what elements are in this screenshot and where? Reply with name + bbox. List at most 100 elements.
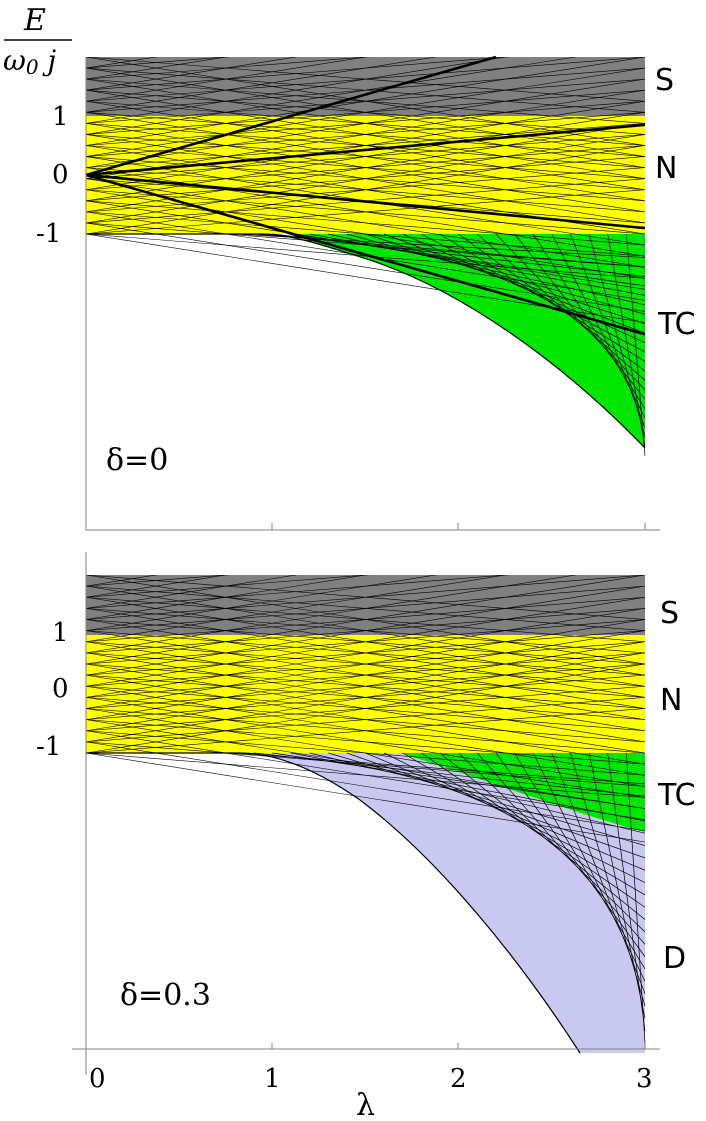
bottom-region-n [86,635,645,753]
bottom-label-d: D [663,941,686,976]
bottom-level-line [86,585,646,676]
top-level-line [86,57,88,58]
top-ground-state-curve [86,233,646,449]
top-level-line [626,233,646,456]
bottom-level-line [458,752,646,933]
bottom-level-line [421,752,646,908]
bottom-level-line [439,752,646,920]
bottom-level-line [272,752,646,809]
bottom-level-line [328,752,646,846]
top-label-n: N [655,151,677,186]
bottom-annotation-delta: δ=0.3 [120,978,211,1013]
bottom-level-line [86,674,646,765]
top-level-line [86,123,646,213]
bottom-ground-state-curve [86,752,581,1054]
bottom-level-line [86,663,646,754]
top-level-line [86,67,646,113]
top-y-axis-label: E ω0 j [3,3,72,79]
top-region-tc [288,234,645,448]
xtick-3: 3 [636,1064,653,1094]
top-level-line [439,233,646,362]
top-label-tc: TC [657,307,696,342]
top-annotation-delta: δ=0 [106,443,168,478]
bottom-region-s [86,575,645,636]
bottom-level-line [86,641,646,732]
bottom-label-tc: TC [657,778,696,813]
top-level-line [86,78,646,168]
bottom-region-labels: S N TC D [657,596,696,976]
top-level-line [421,233,646,353]
top-ytick-1: 1 [52,102,69,132]
bottom-level-line [86,575,90,576]
x-axis-label: λ [356,1088,375,1121]
top-level-line [86,100,646,191]
bottom-level-line [365,752,646,871]
top-level-line [86,57,230,69]
top-highlighted-line-0 [85,55,497,177]
bottom-region-tc [400,753,645,832]
top-label-s: S [655,63,674,98]
top-y-tick-labels: 1 0 -1 [36,102,69,249]
bottom-level-line [86,575,230,587]
top-level-line [365,233,646,325]
bottom-label-n: N [660,683,682,718]
bottom-panel: 1 0 -1 0 1 2 3 λ S N TC D δ=0.3 [36,552,696,1121]
top-level-line [86,211,646,301]
top-level-line [458,233,646,372]
top-level-line [86,89,646,179]
top-level-line [86,57,90,58]
top-level-line [607,233,646,447]
y-label-numerator: E [23,3,46,38]
bottom-level-line [588,752,646,1019]
top-level-line [328,233,646,306]
bottom-level-line [86,585,646,631]
bottom-level-line [309,752,646,834]
bottom-level-line [607,752,646,1031]
bottom-level-line [86,652,646,743]
bottom-y-tick-labels: 1 0 -1 [36,618,69,762]
bottom-level-line [86,575,158,587]
top-level-line [86,57,646,146]
top-x-ticks [271,523,646,530]
bottom-level-line [290,752,646,822]
top-level-line [570,233,646,428]
bottom-level-line [86,619,646,709]
top-ytick-m1: -1 [36,219,61,249]
x-tick-labels: 0 1 2 3 [89,1064,653,1094]
y-label-denominator: ω0 j [3,44,56,79]
bottom-level-line [86,697,646,787]
bottom-level-line [86,685,646,776]
bottom-ytick-m1: -1 [36,732,61,762]
top-level-line [477,233,646,381]
bottom-ytick-0: 0 [52,674,69,704]
xtick-2: 2 [450,1064,467,1094]
top-highlighted-lines [85,55,646,336]
bottom-level-line [570,752,646,1007]
top-region-s [86,57,645,117]
bottom-level-line [86,741,646,832]
top-level-line [86,57,646,102]
bottom-level-line [346,752,646,859]
top-level-line [86,167,646,257]
bottom-level-line [383,752,646,883]
xtick-1: 1 [264,1064,281,1094]
bottom-level-line [626,752,646,1044]
bottom-level-line [86,575,646,665]
bottom-level-line [477,752,646,945]
top-highlighted-line-3 [85,173,646,336]
top-panel: E ω0 j 1 0 -1 S N TC δ=0 [3,3,696,531]
bottom-x-ticks [271,1043,646,1049]
bottom-level-line [86,575,646,620]
bottom-level-line [86,752,646,843]
top-level-line [272,233,646,277]
top-region-labels: S N TC [655,63,696,342]
bottom-level-line [86,630,646,720]
bottom-level-line [86,730,646,821]
top-level-line [290,233,646,287]
bottom-label-s: S [660,596,679,631]
bottom-level-line [86,596,646,687]
xtick-0: 0 [89,1064,106,1094]
top-level-line [86,112,646,202]
top-level-line [588,233,646,438]
